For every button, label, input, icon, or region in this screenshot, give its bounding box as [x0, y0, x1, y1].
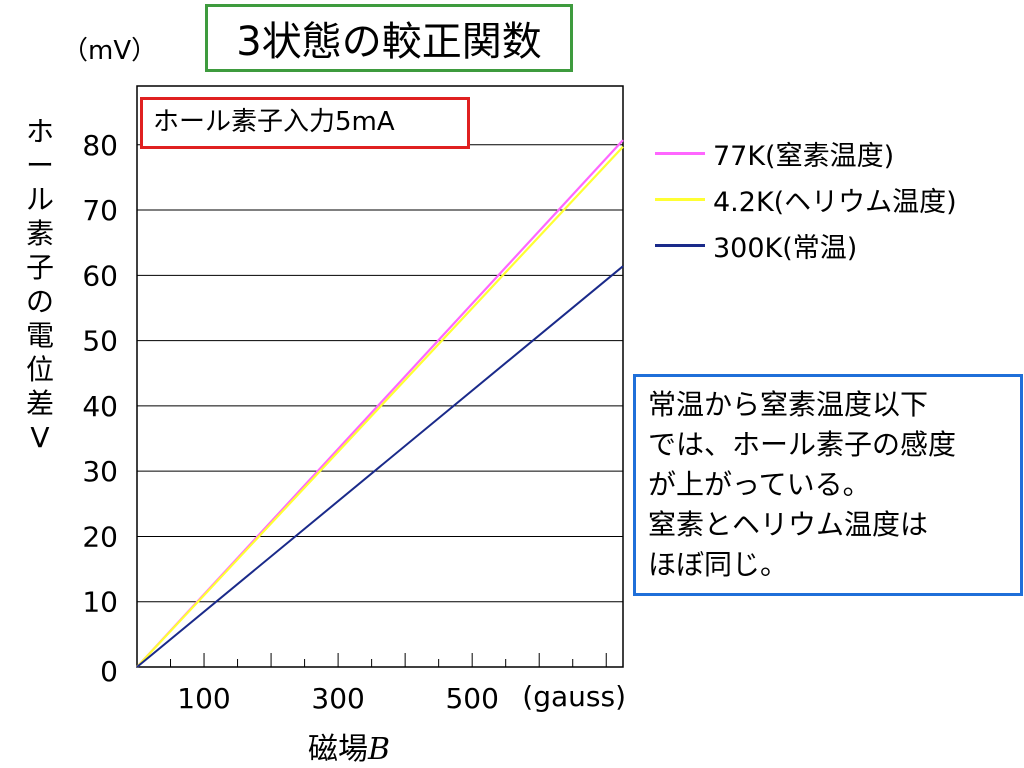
y-title-char: 素	[25, 217, 54, 250]
note-line: が上がっている。	[648, 468, 871, 501]
y-title-char: ホ	[25, 115, 54, 148]
y-tick-label: 60	[82, 259, 118, 292]
y-title-char: 電	[25, 319, 54, 352]
x-unit-label: (gauss)	[522, 680, 626, 713]
chart-title: 3状態の較正関数	[205, 4, 573, 72]
legend: 77K(窒素温度) 4.2K(ヘリウム温度) 300K(常温)	[655, 130, 957, 268]
legend-label: 4.2K(ヘリウム温度)	[713, 186, 957, 218]
legend-swatch	[655, 197, 705, 201]
y-title-char: 子	[25, 251, 54, 284]
legend-item-4k: 4.2K(ヘリウム温度)	[655, 176, 957, 222]
note-line: 常温から窒素温度以下	[648, 388, 929, 421]
legend-swatch	[655, 243, 705, 247]
plot-frame	[136, 85, 624, 668]
series-line-2	[136, 265, 624, 668]
legend-item-300k: 300K(常温)	[655, 222, 957, 268]
y-title-char: V	[30, 421, 50, 454]
legend-label: 77K(窒素温度)	[713, 140, 895, 172]
y-title-char: 差	[25, 387, 54, 420]
note-line: では、ホール素子の感度	[648, 428, 957, 461]
y-tick-label: 20	[82, 520, 118, 553]
y-unit-label: （mV）	[62, 36, 158, 66]
x-tick-label: 500	[445, 682, 498, 715]
legend-swatch	[655, 151, 705, 155]
note-line: ほぼ同じ。	[648, 548, 789, 581]
y-tick-label: 80	[82, 129, 118, 162]
chart-title-text: 3状態の較正関数	[236, 19, 542, 65]
x-title-var: B	[368, 732, 391, 767]
y-tick-label: 0	[100, 655, 118, 688]
y-title-char: 位	[25, 353, 54, 386]
y-title-char: の	[25, 285, 54, 318]
y-tick-label: 30	[82, 455, 118, 488]
y-axis-title: ホ ー ル 素 子 の 電 位 差 V	[20, 115, 60, 455]
x-tick-label: 100	[177, 682, 230, 715]
note-line: 窒素とヘリウム温度は	[648, 508, 929, 541]
y-title-char: ー	[25, 149, 54, 182]
annotation-note: 常温から窒素温度以下 では、ホール素子の感度 が上がっている。 窒素とヘリウム温…	[633, 374, 1023, 596]
y-title-char: ル	[25, 183, 54, 216]
input-current-label: ホール素子入力5mA	[140, 97, 470, 149]
x-title-text: 磁場	[308, 732, 368, 767]
y-tick-label: 50	[82, 325, 118, 358]
y-tick-label: 10	[82, 586, 118, 619]
legend-item-77k: 77K(窒素温度)	[655, 130, 957, 176]
x-axis-title: 磁場B	[308, 724, 390, 768]
legend-label: 300K(常温)	[713, 232, 858, 264]
y-tick-label: 40	[82, 390, 118, 423]
y-tick-label: 70	[82, 194, 118, 227]
x-tick-label: 300	[311, 682, 364, 715]
series-line-1	[136, 145, 624, 668]
